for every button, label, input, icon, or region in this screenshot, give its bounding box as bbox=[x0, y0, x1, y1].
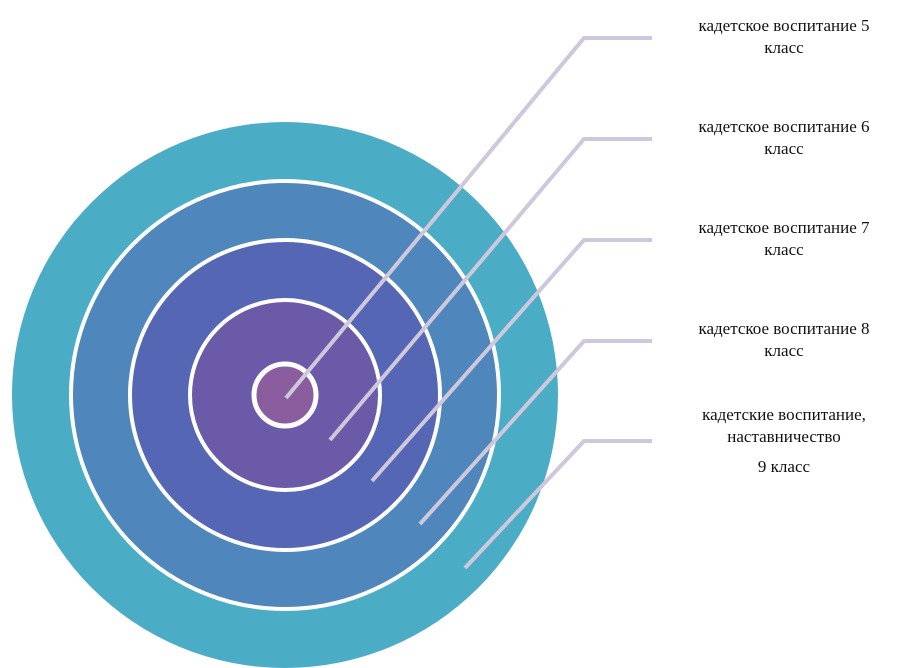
label-grade-9-line1: кадетские воспитание, bbox=[702, 405, 866, 424]
label-grade-5: кадетское воспитание 5 класс bbox=[650, 15, 918, 59]
label-grade-7-line2: класс bbox=[764, 240, 804, 259]
label-grade-7-line1: кадетское воспитание 7 bbox=[698, 218, 870, 237]
label-grade-6-line2: класс bbox=[764, 139, 804, 158]
label-grade-6: кадетское воспитание 6 класс bbox=[650, 116, 918, 160]
label-grade-8-line1: кадетское воспитание 8 bbox=[698, 319, 870, 338]
label-grade-8: кадетское воспитание 8 класс bbox=[650, 318, 918, 362]
label-grade-9-line3: 9 класс bbox=[757, 457, 811, 476]
label-grade-6-line1: кадетское воспитание 6 bbox=[698, 117, 870, 136]
label-grade-5-line2: класс bbox=[764, 38, 804, 57]
leader-line-5 bbox=[284, 36, 652, 400]
leader-line-8 bbox=[418, 339, 652, 526]
label-grade-7: кадетское воспитание 7 класс bbox=[650, 217, 918, 261]
label-grade-5-line1: кадетское воспитание 5 bbox=[698, 16, 870, 35]
label-grade-9-line2: наставничество bbox=[727, 427, 841, 446]
leader-line-9 bbox=[463, 439, 652, 570]
leader-line-6 bbox=[328, 137, 652, 442]
label-grade-8-line2: класс bbox=[764, 341, 804, 360]
label-grade-9: кадетские воспитание, наставничество 9 к… bbox=[650, 404, 918, 478]
leader-line-7 bbox=[370, 238, 652, 483]
